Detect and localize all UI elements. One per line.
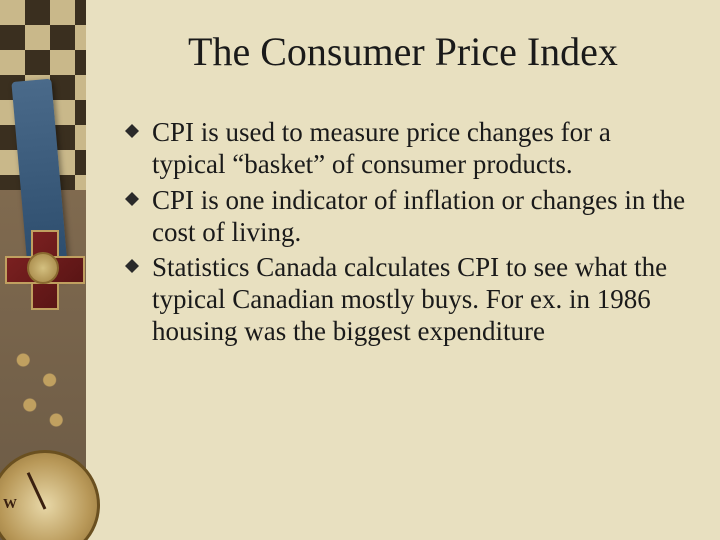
bullet-item: Statistics Canada calculates CPI to see …	[124, 252, 690, 348]
bullet-text: CPI is one indicator of inflation or cha…	[152, 185, 685, 247]
diamond-bullet-icon	[124, 258, 140, 274]
medal-decoration	[5, 230, 81, 306]
chain-decoration	[10, 340, 76, 440]
bullet-item: CPI is used to measure price changes for…	[124, 117, 690, 181]
bullet-item: CPI is one indicator of inflation or cha…	[124, 185, 690, 249]
slide-content: The Consumer Price Index CPI is used to …	[86, 0, 720, 540]
slide-title: The Consumer Price Index	[116, 28, 690, 75]
diamond-bullet-icon	[124, 123, 140, 139]
bullet-text: CPI is used to measure price changes for…	[152, 117, 611, 179]
diamond-bullet-icon	[124, 191, 140, 207]
bullet-text: Statistics Canada calculates CPI to see …	[152, 252, 667, 346]
decorative-sidebar	[0, 0, 86, 540]
compass-decoration	[0, 450, 100, 540]
bullet-list: CPI is used to measure price changes for…	[116, 117, 690, 348]
